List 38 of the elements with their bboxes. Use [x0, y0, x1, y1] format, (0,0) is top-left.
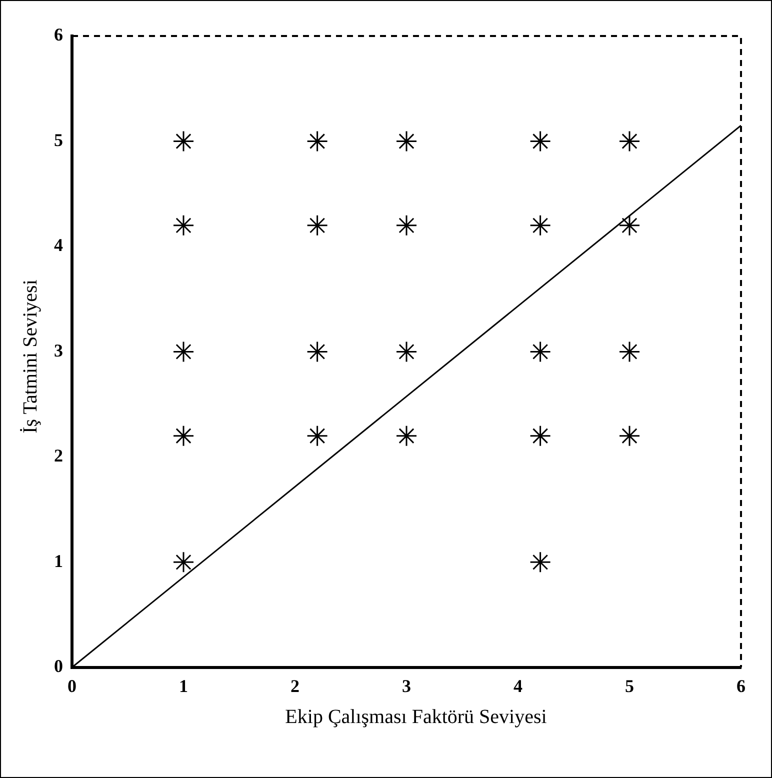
y-tick-label: 2 — [54, 446, 63, 466]
x-tick-label: 1 — [179, 676, 188, 696]
point — [396, 425, 418, 447]
point — [530, 340, 552, 362]
point — [306, 214, 328, 236]
y-tick-label: 6 — [54, 24, 63, 45]
point — [172, 425, 194, 447]
point — [530, 214, 552, 236]
point — [530, 425, 552, 447]
x-tick-label: 3 — [402, 676, 411, 696]
point — [306, 425, 328, 447]
point — [618, 214, 640, 236]
y-tick-label: 4 — [54, 235, 63, 256]
point — [172, 130, 194, 152]
y-tick-label: 0 — [54, 656, 63, 676]
point — [172, 551, 194, 573]
y-tick-label: 3 — [54, 340, 63, 360]
point — [306, 130, 328, 152]
point — [172, 340, 194, 362]
point — [396, 130, 418, 152]
x-tick-label: 5 — [625, 676, 634, 696]
x-tick-label: 2 — [290, 676, 300, 696]
point — [618, 425, 640, 447]
y-tick-label: 5 — [54, 130, 63, 150]
point — [306, 340, 328, 362]
point — [618, 130, 640, 152]
point — [172, 214, 194, 236]
point — [396, 214, 418, 236]
point — [618, 340, 640, 362]
x-tick-label: 6 — [736, 676, 746, 696]
x-axis-title: Ekip Çalışması Faktörü Seviyesi — [284, 706, 548, 729]
x-tick-label: 4 — [514, 676, 522, 696]
point — [530, 130, 552, 152]
point — [396, 340, 418, 362]
y-axis-title: İş Tatmini Seviyesi — [20, 279, 42, 433]
point — [530, 551, 552, 573]
y-tick-label: 1 — [54, 550, 63, 571]
x-tick-label: 0 — [68, 676, 76, 696]
